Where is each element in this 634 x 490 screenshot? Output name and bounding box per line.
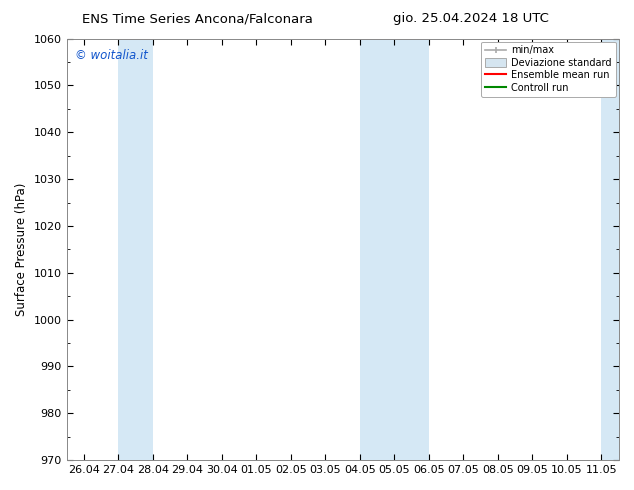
Text: gio. 25.04.2024 18 UTC: gio. 25.04.2024 18 UTC (393, 12, 549, 25)
Bar (359, 39, 394, 460)
Y-axis label: Surface Pressure (hPa): Surface Pressure (hPa) (15, 183, 28, 316)
Text: © woitalia.it: © woitalia.it (75, 49, 148, 62)
Text: ENS Time Series Ancona/Falconara: ENS Time Series Ancona/Falconara (82, 12, 313, 25)
Bar (394, 39, 429, 460)
Legend: min/max, Deviazione standard, Ensemble mean run, Controll run: min/max, Deviazione standard, Ensemble m… (481, 42, 616, 97)
Bar (601, 39, 619, 460)
Bar (119, 39, 153, 460)
